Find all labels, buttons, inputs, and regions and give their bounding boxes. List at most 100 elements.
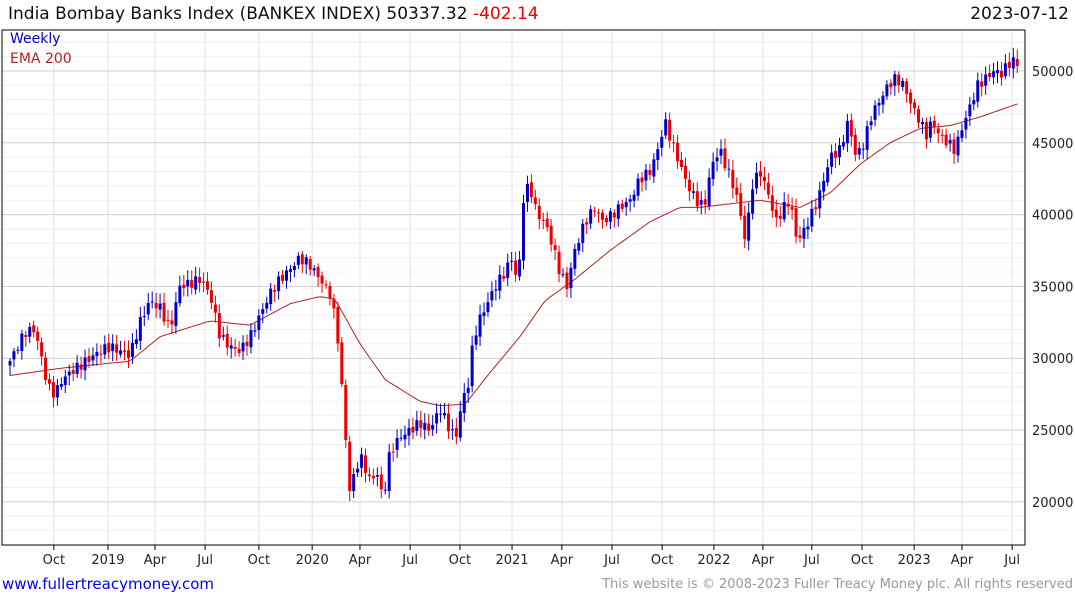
candle-body — [1003, 63, 1007, 77]
candle-body — [917, 109, 920, 123]
candle-body — [241, 342, 245, 352]
candle-body — [668, 119, 672, 141]
candle-body — [367, 474, 371, 477]
candle-body — [103, 344, 107, 355]
candle-body — [502, 275, 506, 279]
candle-body — [628, 199, 632, 202]
candle-body — [403, 434, 407, 440]
candle-body — [127, 350, 130, 358]
candle-body — [206, 281, 209, 290]
candle-body — [506, 262, 510, 278]
candle-body — [948, 139, 952, 144]
candle-body — [644, 169, 648, 181]
candle-body — [288, 269, 292, 272]
candle-body — [344, 385, 348, 441]
candle-body — [138, 316, 142, 341]
candle-body — [233, 346, 237, 349]
candle-body — [107, 342, 111, 353]
candle-body — [328, 286, 332, 299]
candle-body — [620, 203, 624, 209]
candle-body — [209, 290, 213, 303]
candle-body — [581, 223, 585, 243]
x-tick-label: 2021 — [495, 553, 528, 568]
candle-body — [790, 206, 794, 210]
candle-body — [166, 319, 170, 321]
website-link[interactable]: www.fullertreacymoney.com — [2, 575, 215, 593]
legend-ema: EMA 200 — [10, 51, 72, 67]
candle-body — [411, 426, 415, 433]
candle-body — [63, 376, 67, 386]
candle-body — [454, 428, 458, 437]
candle-body — [466, 387, 470, 394]
candle-body — [296, 255, 300, 265]
candle-body — [59, 383, 63, 387]
candle-body — [28, 326, 32, 337]
candle-body — [32, 325, 36, 333]
candle-body — [984, 74, 988, 86]
candle-body — [75, 362, 79, 375]
candle-body — [415, 420, 419, 431]
candle-body — [269, 288, 273, 305]
candle-body — [680, 159, 683, 168]
candle-body — [285, 270, 288, 281]
candle-body — [537, 205, 541, 220]
candle-body — [920, 121, 924, 125]
candle-body — [356, 468, 360, 473]
candle-body — [751, 189, 755, 214]
candle-body — [12, 351, 16, 360]
candle-body — [849, 120, 853, 137]
candle-body — [154, 302, 158, 309]
candle-body — [573, 248, 577, 269]
candle-body — [249, 330, 253, 348]
candle-body — [533, 197, 537, 205]
last-price: 50337.32 — [386, 4, 468, 24]
y-tick-label: 30000 — [1032, 352, 1073, 367]
candle-body — [332, 298, 336, 309]
candle-body — [419, 420, 423, 429]
candle-body — [731, 170, 735, 189]
candle-body — [806, 226, 810, 230]
candle-body — [522, 203, 525, 261]
x-tick-label: Oct — [248, 553, 270, 568]
candle-body — [316, 266, 320, 278]
candle-body — [446, 413, 450, 432]
x-tick-label: Jul — [1003, 553, 1020, 568]
candle-body — [391, 451, 395, 453]
candle-body — [936, 128, 940, 134]
candle-body — [893, 74, 897, 86]
candle-body — [905, 81, 909, 94]
candle-body — [723, 148, 727, 169]
candle-body — [612, 212, 616, 218]
candle-body — [952, 139, 956, 154]
candle-body — [134, 339, 138, 345]
candle-body — [253, 330, 257, 332]
candle-body — [601, 212, 604, 220]
x-tick-label: Apr — [144, 553, 167, 568]
x-tick-label: 2023 — [898, 553, 931, 568]
candle-body — [115, 344, 119, 353]
candle-body — [277, 276, 281, 292]
candle-body — [956, 136, 960, 156]
candle-body — [423, 422, 427, 430]
candle-body — [237, 348, 241, 354]
candle-body — [225, 333, 229, 348]
candle-body — [292, 265, 296, 271]
candle-body — [549, 225, 553, 245]
candle-body — [885, 84, 889, 97]
candle-body — [1011, 57, 1015, 69]
candle-body — [83, 357, 87, 371]
candle-body — [51, 382, 55, 398]
candle-body — [281, 274, 285, 281]
candle-body — [743, 215, 747, 240]
candle-body — [123, 350, 127, 352]
x-tick-label: Apr — [349, 553, 372, 568]
copyright: This website is © 2008-2023 Fuller Treac… — [602, 577, 1073, 592]
candle-body — [99, 353, 103, 355]
candle-body — [1015, 59, 1019, 67]
candle-body — [273, 289, 277, 292]
candle-body — [913, 102, 917, 109]
candle-body — [221, 335, 225, 337]
candle-body — [636, 178, 640, 196]
candle-body — [518, 259, 522, 277]
candle-body — [8, 361, 12, 366]
